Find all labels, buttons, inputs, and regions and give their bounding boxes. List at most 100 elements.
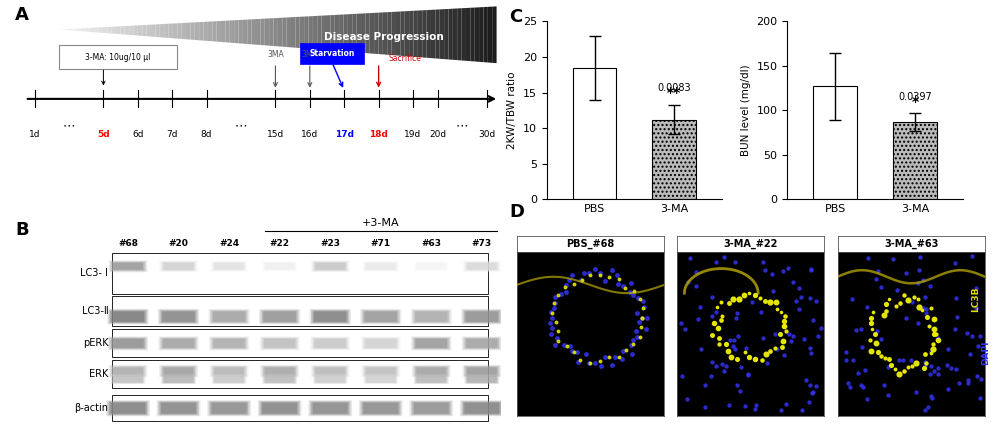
FancyBboxPatch shape (211, 311, 246, 323)
FancyBboxPatch shape (311, 402, 349, 414)
Text: pERK: pERK (82, 338, 108, 348)
Text: C: C (509, 8, 522, 26)
FancyBboxPatch shape (463, 402, 500, 414)
FancyBboxPatch shape (157, 309, 199, 324)
Polygon shape (413, 11, 418, 57)
Polygon shape (287, 17, 291, 47)
Polygon shape (216, 21, 220, 42)
FancyBboxPatch shape (111, 311, 144, 322)
Bar (813, 86, 857, 199)
Text: 3-MA_#63: 3-MA_#63 (883, 239, 938, 249)
Text: 5d: 5d (97, 130, 109, 139)
Polygon shape (391, 12, 396, 55)
FancyBboxPatch shape (162, 339, 194, 348)
FancyBboxPatch shape (209, 310, 248, 323)
FancyBboxPatch shape (311, 260, 350, 272)
FancyBboxPatch shape (213, 339, 244, 348)
FancyBboxPatch shape (465, 366, 498, 375)
FancyBboxPatch shape (162, 375, 194, 384)
FancyBboxPatch shape (314, 375, 346, 384)
FancyBboxPatch shape (363, 311, 398, 323)
Polygon shape (474, 7, 479, 62)
Text: LC3B: LC3B (970, 286, 979, 312)
Polygon shape (229, 20, 233, 43)
FancyBboxPatch shape (312, 261, 348, 272)
Polygon shape (225, 21, 229, 42)
FancyBboxPatch shape (409, 400, 453, 416)
Text: 3-MA_#22: 3-MA_#22 (722, 239, 778, 249)
Polygon shape (124, 26, 129, 35)
FancyBboxPatch shape (108, 260, 147, 272)
Text: #20: #20 (168, 239, 188, 248)
FancyBboxPatch shape (466, 375, 496, 383)
FancyBboxPatch shape (360, 401, 401, 415)
FancyBboxPatch shape (365, 339, 396, 348)
FancyBboxPatch shape (259, 309, 300, 324)
FancyBboxPatch shape (211, 403, 246, 414)
FancyBboxPatch shape (259, 401, 300, 415)
Polygon shape (448, 9, 452, 60)
FancyBboxPatch shape (363, 403, 398, 414)
Polygon shape (758, 356, 802, 395)
FancyBboxPatch shape (208, 309, 249, 324)
FancyBboxPatch shape (158, 336, 198, 350)
Polygon shape (487, 6, 492, 63)
Polygon shape (274, 18, 278, 46)
FancyBboxPatch shape (361, 336, 401, 350)
FancyBboxPatch shape (211, 366, 246, 376)
FancyBboxPatch shape (366, 263, 396, 270)
FancyBboxPatch shape (162, 311, 194, 322)
Polygon shape (261, 18, 265, 45)
Polygon shape (133, 25, 137, 36)
FancyBboxPatch shape (414, 338, 448, 349)
Text: *: * (911, 95, 918, 109)
FancyBboxPatch shape (414, 403, 448, 414)
FancyBboxPatch shape (264, 339, 295, 348)
Polygon shape (304, 16, 309, 48)
FancyBboxPatch shape (163, 375, 193, 383)
FancyBboxPatch shape (464, 403, 499, 414)
Polygon shape (295, 17, 300, 48)
FancyBboxPatch shape (162, 366, 194, 375)
Polygon shape (457, 8, 461, 60)
FancyBboxPatch shape (111, 329, 488, 357)
Polygon shape (435, 9, 439, 59)
FancyBboxPatch shape (156, 400, 200, 416)
Polygon shape (365, 13, 370, 53)
Polygon shape (479, 7, 483, 62)
FancyBboxPatch shape (260, 260, 299, 272)
Text: 3-MA: 10ug/10 μl: 3-MA: 10ug/10 μl (85, 53, 150, 62)
Text: 20d: 20d (429, 130, 446, 139)
FancyBboxPatch shape (361, 365, 400, 377)
Polygon shape (352, 14, 357, 52)
FancyBboxPatch shape (210, 402, 247, 414)
FancyBboxPatch shape (163, 263, 193, 270)
FancyBboxPatch shape (160, 261, 196, 272)
Polygon shape (309, 16, 313, 49)
FancyBboxPatch shape (161, 374, 195, 384)
FancyBboxPatch shape (113, 263, 143, 270)
Text: 0.0397: 0.0397 (897, 91, 931, 102)
FancyBboxPatch shape (159, 337, 197, 350)
FancyBboxPatch shape (416, 375, 446, 383)
FancyBboxPatch shape (465, 262, 498, 271)
Polygon shape (317, 15, 322, 50)
FancyBboxPatch shape (313, 374, 348, 384)
Polygon shape (68, 29, 72, 30)
Polygon shape (556, 277, 638, 359)
Polygon shape (81, 28, 85, 32)
FancyBboxPatch shape (464, 261, 499, 272)
Polygon shape (282, 18, 287, 47)
Text: 0.0083: 0.0083 (657, 83, 690, 93)
Text: #68: #68 (118, 239, 138, 248)
FancyBboxPatch shape (413, 311, 449, 323)
Text: #73: #73 (471, 239, 491, 248)
Polygon shape (151, 24, 155, 37)
Y-axis label: BUN level (mg/dl): BUN level (mg/dl) (740, 65, 750, 156)
FancyBboxPatch shape (413, 261, 449, 272)
Polygon shape (185, 23, 190, 39)
Text: Disease Progression: Disease Progression (324, 32, 443, 42)
Text: A: A (15, 6, 29, 24)
FancyBboxPatch shape (412, 337, 450, 350)
FancyBboxPatch shape (366, 375, 396, 383)
